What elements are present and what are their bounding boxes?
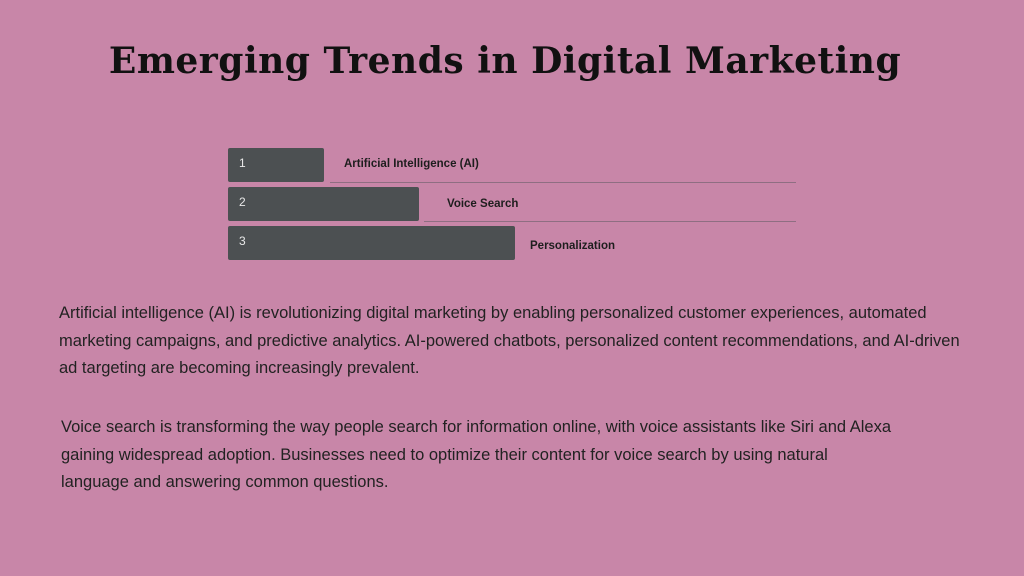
step-label-1: Artificial Intelligence (AI) — [344, 158, 479, 170]
step-number-3: 3 — [239, 234, 246, 248]
page-title: Emerging Trends in Digital Marketing — [108, 40, 902, 82]
voice-search-paragraph: Voice search is transforming the way peo… — [61, 418, 891, 491]
step-number-2: 2 — [239, 195, 246, 209]
step-bar-1: 1 — [228, 148, 324, 182]
step-number-1: 1 — [239, 156, 246, 170]
step-label-2: Voice Search — [447, 198, 519, 210]
step-divider-1 — [330, 182, 796, 183]
step-list: 1 Artificial Intelligence (AI) 2 Voice S… — [0, 0, 1024, 270]
step-bar-3: 3 — [228, 226, 515, 260]
step-bar-2: 2 — [228, 187, 419, 221]
step-divider-2 — [424, 221, 796, 222]
ai-paragraph: Artificial intelligence (AI) is revoluti… — [59, 304, 960, 377]
step-label-3: Personalization — [530, 240, 615, 252]
